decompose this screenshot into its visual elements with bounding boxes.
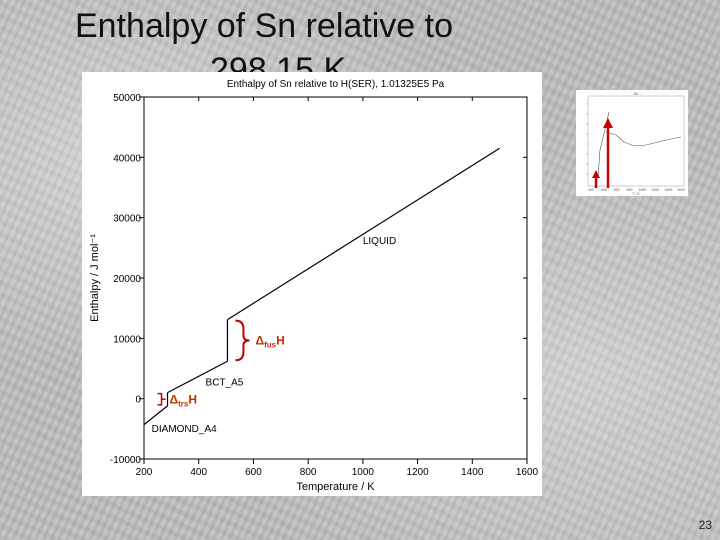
- y-axis-label: Enthalpy / J mol⁻¹: [89, 234, 101, 322]
- slide-title-line1: Enthalpy of Sn relative to: [75, 7, 454, 45]
- page-number: 23: [698, 518, 712, 532]
- thumbnail-chart: Sn 200 400 600 800 1000 1200 1400 1600 T / K: [586, 91, 685, 196]
- thumb-x-tick-label: 1200: [651, 188, 659, 192]
- bracket-fus: [235, 319, 250, 362]
- thumb-frame: [587, 95, 685, 187]
- y-tick-label: 50000: [113, 93, 141, 104]
- label-diamond-a4: DIAMOND_A4: [152, 424, 217, 435]
- plot-frame: [143, 96, 528, 460]
- x-axis-label: Temperature / K: [296, 481, 375, 493]
- thumb-curve-rise: [597, 111, 610, 179]
- x-tick-label: 1600: [516, 467, 539, 478]
- bracket-trs: [157, 392, 166, 406]
- thumb-x-label: T / K: [632, 192, 640, 196]
- thumb-x-tick-label: 1400: [664, 188, 672, 192]
- x-tick-label: 800: [300, 467, 317, 478]
- x-tick-label: 1400: [461, 467, 484, 478]
- thumb-x-tick-label: 1000: [639, 188, 647, 192]
- y-tick-label: 20000: [113, 274, 141, 285]
- thumb-title: Sn: [634, 91, 639, 96]
- slide-title-line2: 298.15 K: [210, 51, 347, 76]
- x-tick-label: 600: [245, 467, 262, 478]
- slide-title: Enthalpy of Sn relative to 298.15 K: [75, 4, 535, 76]
- thumb-x-tick-label: 1600: [677, 188, 685, 192]
- label-delta-fus-h: ΔfusH: [255, 333, 284, 349]
- series-line-liquid: [227, 147, 500, 321]
- x-tick-label: 400: [190, 467, 207, 478]
- label-bct-a5: BCT_A5: [206, 377, 244, 388]
- x-tick-label: 1200: [406, 467, 429, 478]
- y-tick-label: 40000: [113, 153, 141, 164]
- series-line-bct-a5: [167, 360, 228, 394]
- thumb-arrow-small-head: [592, 170, 600, 178]
- thumb-x-tick-label: 200: [588, 188, 594, 192]
- y-tick-label: -10000: [110, 455, 142, 466]
- label-delta-trs-h: ΔtrsH: [170, 392, 198, 408]
- thumb-arrow-large-head: [603, 118, 613, 128]
- thumbnail-chart-panel: Sn 200 400 600 800 1000 1200 1400 1600 T / K: [576, 90, 688, 196]
- thumb-x-tick-label: 400: [601, 188, 607, 192]
- label-liquid: LIQUID: [363, 236, 396, 247]
- thumb-curve-plateau: [605, 131, 682, 147]
- y-tick-label: 30000: [113, 214, 141, 225]
- chart-panel: 200 400 600 800 1000 1200 1400 1600 -10000 0 10000…: [82, 72, 542, 496]
- chart-title: Enthalpy of Sn relative to H(SER), 1.013…: [227, 79, 445, 90]
- y-tick-label: 10000: [113, 334, 141, 345]
- thumb-x-tick-label: 800: [627, 188, 633, 192]
- x-tick-label: 1000: [352, 467, 375, 478]
- x-tick-label: 200: [136, 467, 153, 478]
- enthalpy-chart: 200 400 600 800 1000 1200 1400 1600 -10000 0 10000…: [89, 79, 539, 493]
- y-tick-label: 0: [135, 395, 141, 406]
- thumb-x-tick-label: 600: [614, 188, 620, 192]
- series-line-diamond-a4: [143, 405, 168, 426]
